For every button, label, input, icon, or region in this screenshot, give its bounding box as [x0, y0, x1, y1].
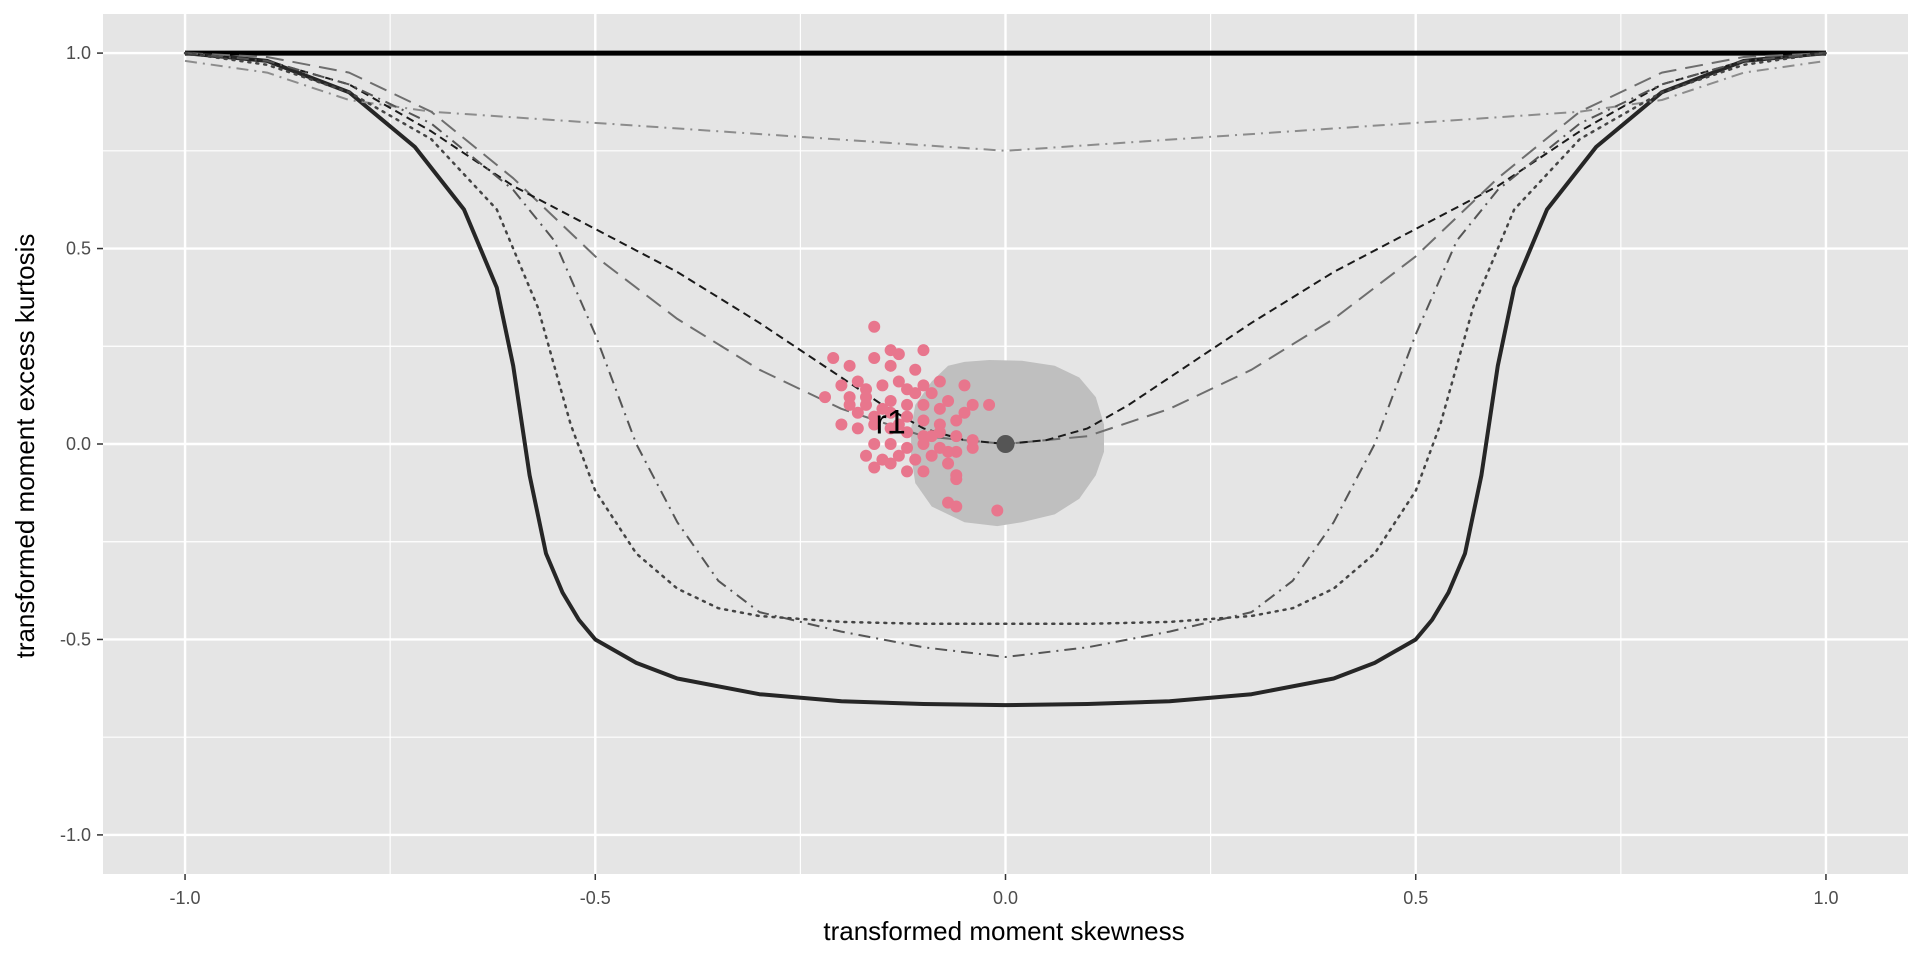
data-point: [917, 438, 930, 450]
data-point: [983, 398, 996, 411]
series-line-5: [184, 52, 1827, 445]
data-point: [851, 422, 864, 435]
data-point: [876, 379, 889, 392]
series-line-3: [184, 59, 1827, 152]
x-axis-title: transformed moment skewness: [823, 916, 1184, 946]
data-point: [835, 379, 848, 392]
data-point: [901, 398, 914, 411]
data-point: [901, 441, 914, 454]
x-tick-label: 0.5: [1403, 888, 1428, 908]
data-point: [868, 352, 881, 364]
center-layer: [996, 435, 1015, 453]
lines-layer: [183, 50, 1828, 708]
data-point: [851, 375, 864, 388]
data-point: [901, 426, 914, 439]
data-point: [860, 449, 873, 462]
data-point: [860, 391, 873, 404]
data-point: [909, 453, 922, 466]
data-point: [925, 387, 938, 400]
y-tick-label: 1.0: [66, 43, 91, 63]
data-point: [884, 359, 897, 372]
x-tick-label: 0.0: [993, 888, 1018, 908]
y-tick-label: 0.0: [66, 434, 91, 454]
data-point: [950, 430, 963, 443]
data-point: [950, 473, 963, 486]
data-point: [892, 449, 905, 462]
y-axis: -1.0 -0.5 0.0 0.5 1.0: [60, 43, 103, 845]
data-point: [901, 465, 914, 478]
points-layer: [819, 320, 1004, 517]
data-point: [843, 359, 856, 372]
data-point: [991, 504, 1004, 517]
data-point: [925, 449, 938, 462]
data-point: [917, 414, 930, 427]
data-point: [868, 461, 881, 474]
data-point: [917, 398, 930, 411]
center-point: [996, 435, 1015, 453]
x-tick-label: -0.5: [580, 888, 611, 908]
data-point: [958, 379, 971, 392]
data-point: [966, 441, 979, 454]
x-axis: -1.0 -0.5 0.0 0.5 1.0: [170, 874, 1838, 908]
data-point: [827, 352, 840, 364]
data-point: [835, 418, 848, 431]
data-point: [909, 363, 922, 376]
data-point: [942, 457, 955, 470]
data-point: [950, 500, 963, 513]
y-tick-label: 0.5: [66, 239, 91, 259]
data-point: [884, 438, 897, 450]
data-point: [958, 406, 971, 419]
data-point: [868, 320, 881, 333]
data-point: [942, 445, 955, 458]
y-tick-label: -1.0: [60, 825, 91, 845]
data-point: [917, 379, 930, 392]
data-point: [884, 457, 897, 470]
data-point: [917, 344, 930, 357]
data-point: [933, 375, 946, 388]
data-point: [851, 406, 864, 419]
data-point: [917, 465, 930, 478]
data-point: [909, 387, 922, 400]
data-point: [942, 395, 955, 407]
data-point: [933, 402, 946, 415]
data-point: [819, 391, 831, 404]
data-point: [843, 398, 856, 411]
x-tick-label: -1.0: [170, 888, 201, 908]
y-tick-label: -0.5: [60, 629, 91, 649]
x-tick-label: 1.0: [1813, 888, 1838, 908]
data-point: [884, 395, 897, 407]
data-point: [892, 375, 905, 388]
data-point: [925, 430, 938, 443]
annotation-label: r1: [876, 403, 906, 441]
data-point: [868, 438, 881, 450]
series-line-6: [184, 52, 1827, 658]
data-point: [876, 402, 889, 415]
data-point: [892, 418, 905, 431]
data-point: [950, 414, 963, 427]
data-point: [901, 410, 914, 423]
series-line-7: [183, 51, 1828, 626]
data-point: [966, 398, 979, 411]
series-line-2: [184, 51, 1827, 708]
data-point: [950, 445, 963, 458]
data-point: [868, 418, 881, 431]
y-axis-title: transformed moment excess kurtosis: [10, 234, 40, 659]
data-point: [884, 344, 897, 357]
